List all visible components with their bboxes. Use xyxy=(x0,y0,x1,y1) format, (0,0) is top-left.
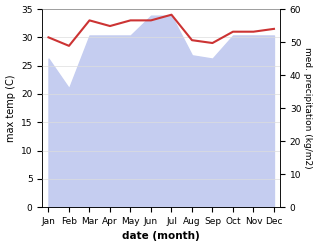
Y-axis label: max temp (C): max temp (C) xyxy=(5,74,16,142)
Y-axis label: med. precipitation (kg/m2): med. precipitation (kg/m2) xyxy=(303,47,313,169)
X-axis label: date (month): date (month) xyxy=(122,231,200,242)
